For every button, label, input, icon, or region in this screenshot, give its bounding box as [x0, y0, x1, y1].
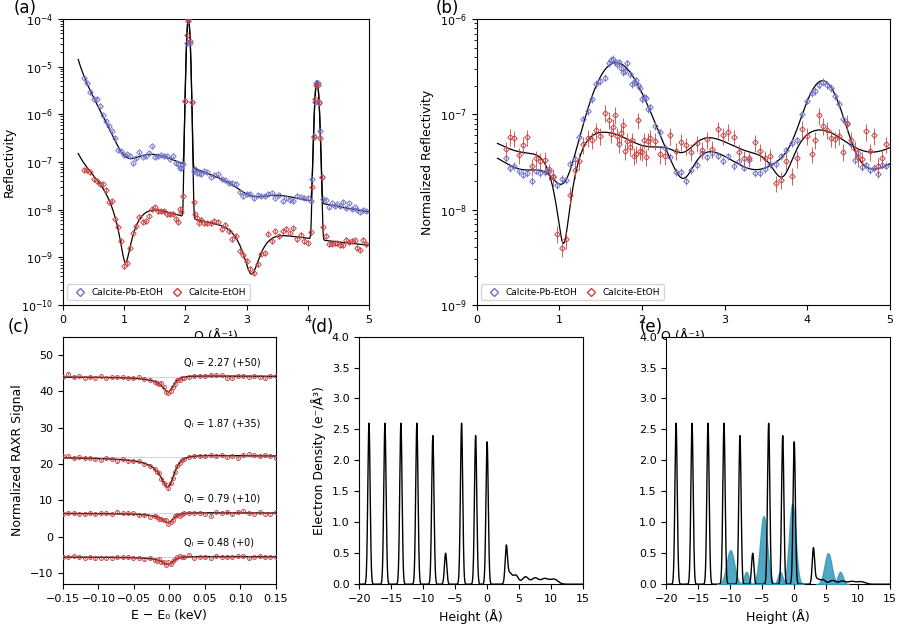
Text: Qₗ = 0.79 (+10): Qₗ = 0.79 (+10)	[183, 493, 260, 504]
Text: (c): (c)	[7, 318, 30, 335]
Y-axis label: Normalized RAXR Signal: Normalized RAXR Signal	[12, 385, 24, 536]
Y-axis label: Electron Density (e⁻/Å³): Electron Density (e⁻/Å³)	[311, 386, 326, 535]
X-axis label: Height (Å): Height (Å)	[746, 610, 810, 624]
Legend: Calcite-Pb-EtOH, Calcite-EtOH: Calcite-Pb-EtOH, Calcite-EtOH	[481, 284, 664, 300]
X-axis label: Q (Å⁻¹): Q (Å⁻¹)	[662, 330, 706, 344]
X-axis label: E − E₀ (keV): E − E₀ (keV)	[131, 610, 208, 622]
Text: (e): (e)	[640, 318, 663, 335]
Text: Qₗ = 1.87 (+35): Qₗ = 1.87 (+35)	[183, 419, 260, 429]
Text: Qₗ = 2.27 (+50): Qₗ = 2.27 (+50)	[183, 357, 260, 367]
Text: (b): (b)	[435, 0, 458, 17]
X-axis label: Q (Å⁻¹): Q (Å⁻¹)	[194, 330, 238, 344]
X-axis label: Height (Å): Height (Å)	[440, 610, 503, 624]
Legend: Calcite-Pb-EtOH, Calcite-EtOH: Calcite-Pb-EtOH, Calcite-EtOH	[67, 284, 250, 300]
Y-axis label: Reflectivity: Reflectivity	[3, 127, 15, 197]
Text: (a): (a)	[14, 0, 37, 17]
Text: (d): (d)	[310, 318, 334, 335]
Text: Qₗ = 0.48 (+0): Qₗ = 0.48 (+0)	[183, 537, 254, 547]
Y-axis label: Normalized Reflectivity: Normalized Reflectivity	[422, 90, 434, 234]
